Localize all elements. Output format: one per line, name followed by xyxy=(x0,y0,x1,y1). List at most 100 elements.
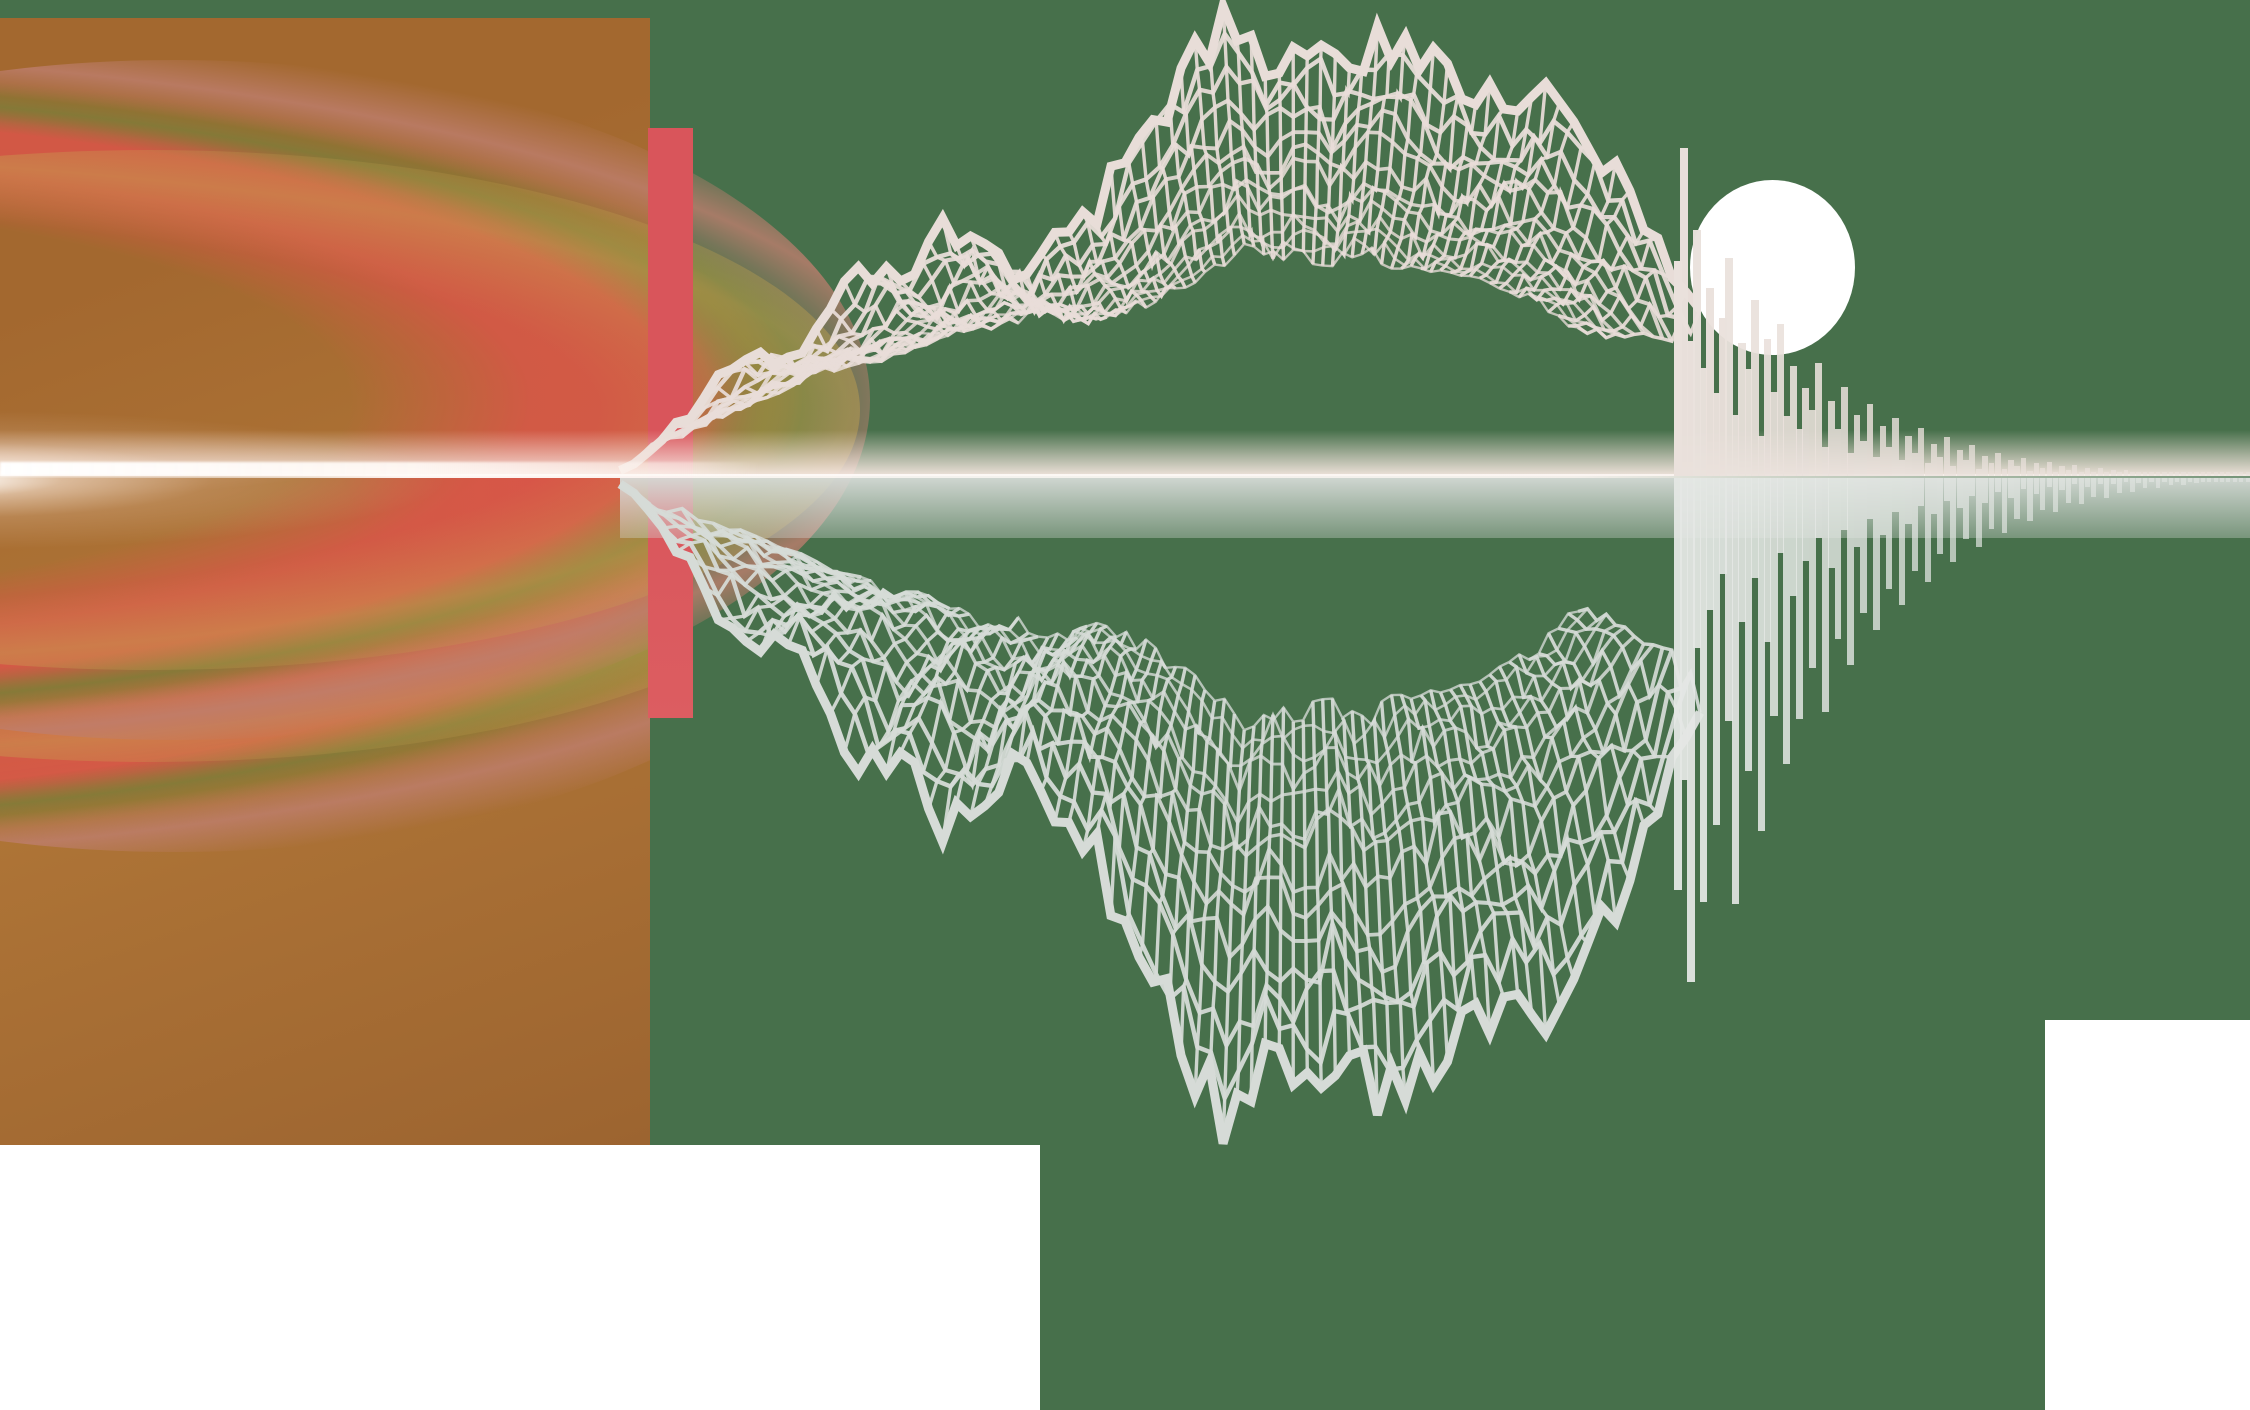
spectrum-bar-down xyxy=(2027,478,2033,521)
spectrum-bar-up xyxy=(1860,440,1867,476)
spectrum-bar-down xyxy=(1802,478,1810,562)
spectrum-bar-up xyxy=(1712,392,1721,476)
spectrum-bar-up xyxy=(2239,472,2244,476)
spectrum-bar-down xyxy=(2168,478,2173,485)
spectrum-bar-down xyxy=(2001,478,2008,533)
spectrum-bar-up xyxy=(1763,339,1772,476)
spectrum-bar-up xyxy=(1706,288,1714,476)
spectrum-bar-down xyxy=(2181,478,2186,485)
spectrum-bar-down xyxy=(1674,478,1682,890)
spectrum-bar-up xyxy=(2001,469,2008,476)
spectrum-bar-up xyxy=(2085,468,2091,476)
spectrum-bar-down xyxy=(1725,478,1733,721)
spectrum-bar-up xyxy=(2168,472,2173,476)
spectrum-bar-up xyxy=(1699,367,1708,476)
spectrum-bar-down xyxy=(1693,478,1702,648)
spectrum-bar-up xyxy=(1956,450,1963,476)
spectrum-bar-up xyxy=(2174,472,2180,476)
spectrum-bar-up xyxy=(2155,472,2161,476)
spectrum-bar-up xyxy=(1866,404,1874,476)
spectrum-bar-up xyxy=(1680,147,1689,476)
spectrum-bar-up xyxy=(1988,463,1995,476)
spectrum-bar-up xyxy=(1930,444,1938,476)
spectrum-bar-down xyxy=(1898,478,1906,605)
spectrum-bar-up xyxy=(2072,464,2078,476)
spectrum-bar-up xyxy=(2187,472,2193,476)
spectrum-bar-down xyxy=(1995,478,2001,493)
spectrum-bar-up xyxy=(1911,453,1918,476)
spectrum-bar-up xyxy=(1757,435,1765,476)
spectrum-bar-up xyxy=(2245,472,2250,476)
spectrum-bar-down xyxy=(1731,478,1740,905)
spectrum-bar-down xyxy=(1866,478,1874,519)
spectrum-bar-down xyxy=(1885,478,1893,590)
spectrum-bar-up xyxy=(2078,472,2084,476)
spectrum-bar-up xyxy=(2110,470,2116,476)
spectrum-bar-down xyxy=(2117,478,2122,493)
spectrum-bar-down xyxy=(2226,478,2231,482)
spectrum-bar-up xyxy=(2014,465,2020,476)
spectrum-bar-up xyxy=(1950,466,1957,476)
spectrum-bar-down xyxy=(1815,478,1823,538)
spectrum-bar-down xyxy=(2110,478,2116,485)
spectrum-bar-down xyxy=(2213,478,2218,482)
spectrum-bar-up xyxy=(2091,471,2097,476)
spectrum-bar-down xyxy=(1751,478,1759,578)
spectrum-bar-down xyxy=(1808,478,1816,668)
spectrum-bar-down xyxy=(1924,478,1931,583)
spectrum-bar-down xyxy=(2020,478,2027,489)
spectrum-bar-down xyxy=(2008,478,2014,498)
spectrum-bar-up xyxy=(1975,468,1982,476)
spectrum-bar-up xyxy=(1943,437,1950,476)
spectrum-bar-down xyxy=(1841,478,1848,530)
spectrum-bar-up xyxy=(1693,229,1702,476)
spectrum-bar-down xyxy=(1975,478,1982,547)
spectrum-bar-down xyxy=(2046,478,2052,488)
spectrum-bar-down xyxy=(1738,478,1746,622)
spectrum-bar-down xyxy=(1943,478,1950,501)
spectrum-bar-up xyxy=(1905,435,1912,476)
spectrum-bar-down xyxy=(2033,478,2040,494)
spectrum-bar-down xyxy=(2149,478,2154,482)
spectrum-bar-down xyxy=(2104,478,2110,498)
spectrum-bar-up xyxy=(1898,460,1906,476)
spectrum-bar-up xyxy=(1789,366,1797,476)
spectrum-bar-up xyxy=(1969,445,1976,476)
spectrum-bar-down xyxy=(1860,478,1867,613)
spectrum-bar-up xyxy=(2194,472,2199,476)
spectrum-bar-down xyxy=(1969,478,1976,497)
spectrum-bar-down xyxy=(1796,478,1804,719)
spectrum-bar-up xyxy=(1892,417,1899,476)
spectrum-bar-up xyxy=(1963,460,1969,476)
spectrum-bar-up xyxy=(2008,460,2014,476)
horizon-mirror-line xyxy=(0,474,2250,478)
spectrum-bar-down xyxy=(1776,478,1785,553)
spectrum-bar-down xyxy=(2162,478,2167,482)
spectrum-bar-up xyxy=(2052,471,2059,476)
spectrum-bar-down xyxy=(1789,478,1797,596)
spectrum-bar-down xyxy=(1712,478,1721,826)
spectrum-bar-up xyxy=(1744,368,1753,476)
white-plate-bottom-left xyxy=(0,1145,1040,1410)
spectrum-bar-down xyxy=(1680,478,1689,780)
spectrum-bar-down xyxy=(1988,478,1995,529)
spectrum-bar-down xyxy=(2085,478,2091,487)
spectrum-bar-up xyxy=(2104,472,2110,476)
spectrum-bar-up xyxy=(1885,447,1893,476)
spectrum-bar-down xyxy=(2155,478,2161,488)
spectrum-bar-down xyxy=(2232,478,2237,482)
spectrum-bar-up xyxy=(1853,415,1861,476)
spectrum-bar-up xyxy=(1719,318,1727,476)
light-flare-beam xyxy=(0,462,760,476)
spectrum-bar-up xyxy=(2219,472,2225,476)
spectrum-bar-down xyxy=(1821,478,1829,712)
spectrum-bar-down xyxy=(1950,478,1957,562)
spectrum-bar-down xyxy=(2014,478,2020,519)
spectrum-bar-down xyxy=(1911,478,1918,571)
spectrum-bar-down xyxy=(1699,478,1708,902)
spectrum-bar-up xyxy=(2097,467,2103,476)
white-plate-bottom-right xyxy=(2045,1020,2250,1410)
spectrum-bar-down xyxy=(2123,478,2129,482)
spectrum-bar-up xyxy=(1796,428,1804,476)
